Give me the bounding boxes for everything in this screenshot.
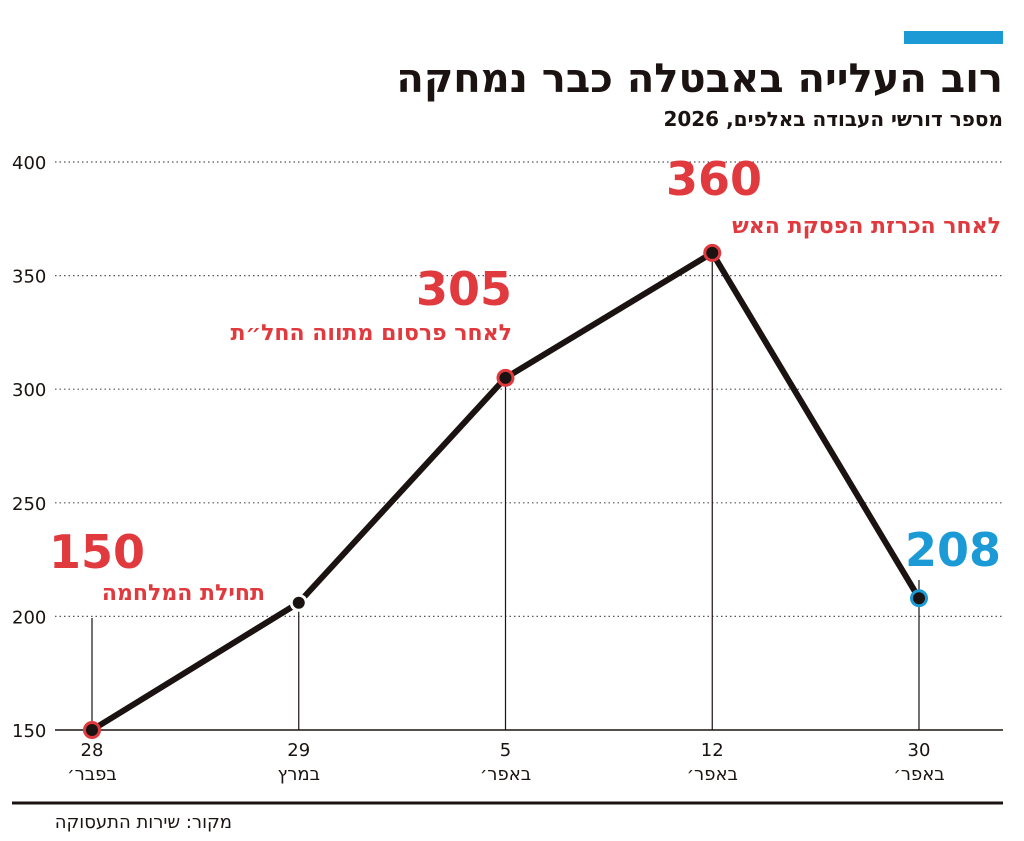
x-tick-label: 28 — [81, 740, 104, 761]
x-tick-label: באפר׳ — [893, 764, 944, 785]
x-tick-label: במרץ — [277, 764, 320, 785]
chart-subtitle: מספר דורשי העבודה באלפים, 2026 — [663, 107, 1003, 131]
y-tick-label: 150 — [12, 721, 46, 742]
x-tick-label: 5 — [500, 740, 511, 761]
point-core — [706, 246, 719, 259]
point-core — [499, 371, 512, 384]
point-core — [913, 592, 925, 605]
source: מקור: שירות התעסוקה — [55, 812, 232, 833]
accent-bar — [904, 31, 1003, 44]
annotation: תחילת המלחמה — [102, 581, 265, 606]
x-tick-label: באפר׳ — [480, 764, 531, 785]
y-tick-label: 200 — [12, 607, 46, 628]
x-tick-label: 29 — [287, 740, 310, 761]
point-core — [292, 596, 305, 609]
x-tick-label: 30 — [908, 740, 931, 761]
y-tick-label: 300 — [12, 380, 46, 401]
y-tick-label: 350 — [12, 267, 46, 288]
x-tick-label: 12 — [701, 740, 724, 761]
value-label: 360 — [666, 152, 762, 206]
x-tick-label: באפר׳ — [687, 764, 738, 785]
value-label: 150 — [49, 525, 145, 579]
annotation: לאחר פרסום מתווה החל״ת — [230, 321, 512, 346]
chart-title: רוב העלייה באבטלה כבר נמחקה — [396, 56, 1003, 102]
x-tick-label: בפבר׳ — [67, 764, 117, 785]
value-label: 208 — [905, 523, 1001, 577]
y-tick-label: 250 — [12, 494, 46, 515]
annotation: לאחר הכרזת הפסקת האש — [732, 214, 1001, 239]
y-tick-label: 400 — [12, 153, 46, 174]
value-label: 305 — [416, 262, 512, 316]
point-core — [86, 724, 98, 736]
